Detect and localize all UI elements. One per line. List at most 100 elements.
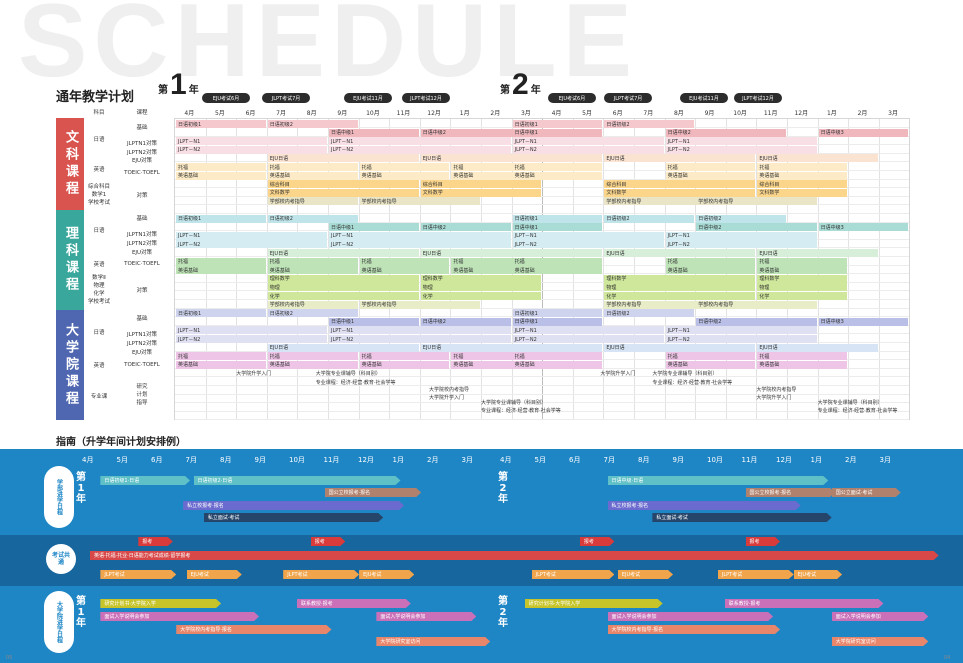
guide-month-label: 9月 xyxy=(672,456,684,464)
course-bar: 日语中级1 xyxy=(512,317,603,326)
guide-month-label: 10月 xyxy=(289,456,305,464)
exam-pill: JLPT考试12月 xyxy=(734,93,782,103)
course-eju: EJU对策 xyxy=(131,250,153,256)
course-bar: JLPT－N1 xyxy=(176,326,327,335)
course-bar: JLPT－N2 xyxy=(665,240,817,249)
course-bar: 英语基础 xyxy=(267,266,358,275)
course-bar: 托福 xyxy=(267,352,358,361)
graduate-note: 专业课程：经济·经营·教育·社会学等 xyxy=(315,379,396,386)
course-bar: JLPT－N1 xyxy=(329,231,511,240)
course-bar: JLPT－N2 xyxy=(512,240,664,249)
course-bar: 学部校内考指导 xyxy=(267,300,358,309)
course-bar: JLPT－N2 xyxy=(512,145,664,154)
guide-month-label: 8月 xyxy=(638,456,650,464)
year-1-pre: 第 xyxy=(158,85,168,96)
course-bar: 日语初级1 xyxy=(176,120,266,128)
grid-row-line xyxy=(175,385,909,386)
guide-month-label: 7月 xyxy=(185,456,197,464)
guide-month-label: 1月 xyxy=(810,456,822,464)
year-1-post: 年 xyxy=(188,85,199,96)
course-bar: 日语中级3 xyxy=(818,223,909,232)
guide-bar: 报考 xyxy=(580,537,615,546)
guide-bar: 联系教授·报考 xyxy=(297,599,411,608)
month-label: 6月 xyxy=(245,109,256,117)
month-label: 12月 xyxy=(427,109,441,117)
month-label: 11月 xyxy=(763,109,778,117)
grid-row-line xyxy=(175,402,909,404)
course-bar: 日语中级1 xyxy=(329,223,419,232)
course-bar: 日语初级2 xyxy=(267,214,358,223)
subject-general: 综合科目 数学1 学校考试 xyxy=(87,184,110,206)
guide-year-2: 第2年 xyxy=(498,596,508,629)
guide-section-label: 学部进学日程 xyxy=(55,479,63,515)
guide-bar: EJU考试 xyxy=(187,570,242,579)
guide-month-label: 11月 xyxy=(741,456,758,464)
course-toeic: TOEIC·TOEFL xyxy=(124,261,160,267)
course-bar: 英语基础 xyxy=(665,266,756,275)
guide-month-label: 6月 xyxy=(569,456,581,464)
grid-column-line xyxy=(450,119,452,419)
course-bar: EJU日语 xyxy=(267,154,419,163)
guide-bar: 私立面试·考试 xyxy=(652,513,831,522)
course-bar: 日语中级2 xyxy=(696,317,817,326)
course-bar: 英语基础 xyxy=(267,360,358,369)
course-bar: 化学 xyxy=(267,292,419,300)
guide-bar: 私立面试·考试 xyxy=(204,513,383,522)
guide-month-label: 3月 xyxy=(461,456,473,464)
course-bar: 化学 xyxy=(420,292,542,300)
course-bar: 英语基础 xyxy=(176,171,266,180)
course-bar: 日语中级1 xyxy=(329,317,419,326)
page-number-left: 05 xyxy=(6,655,13,661)
course-bar: 日语中级1 xyxy=(329,128,419,137)
guide-month-label: 12月 xyxy=(776,456,792,464)
course-bar: 日语中级3 xyxy=(818,128,909,137)
course-strategy: 对策 xyxy=(136,193,148,199)
grid-column-line xyxy=(603,119,605,419)
course-bar: 理科数学 xyxy=(267,274,419,283)
course-bar: 日语初级1 xyxy=(512,214,603,223)
guide-bar: JLPT考试 xyxy=(718,570,794,579)
section-graduate: 大学院课程 xyxy=(56,310,84,420)
guide-month-label: 1月 xyxy=(392,456,404,464)
course-bar: 理科数学 xyxy=(604,274,756,283)
course-bar: 英语基础 xyxy=(757,266,848,275)
course-bar: 托福 xyxy=(512,257,603,266)
course-bar: 托福 xyxy=(451,257,542,266)
course-jlpt-n1: JLPTN1对策 xyxy=(127,332,157,338)
month-label: 5月 xyxy=(582,109,592,117)
subject-english: 英语 xyxy=(93,363,105,369)
header-course: 课程 xyxy=(136,110,148,116)
year-2-number: 2 xyxy=(512,68,529,101)
course-bar: JLPT－N2 xyxy=(176,335,327,343)
section-label: 大学院课程 xyxy=(63,322,78,408)
guide-bar: 研究计划书·大学院入学 xyxy=(100,599,221,608)
month-header: 4月 5月 6月 7月 8月 9月 10月 11月 12月 1月 2月 3月 4月 5月 6月 7月 8月 9月 1… xyxy=(174,106,910,118)
year-2-post: 年 xyxy=(530,85,541,96)
subject-science: 数学Ⅱ 物理 化学 学校考试 xyxy=(87,275,110,305)
grid-column-line xyxy=(664,119,666,419)
course-bar: 托福 xyxy=(757,163,848,171)
course-bar: EJU日语 xyxy=(757,343,878,352)
guide-year-2: 第2年 xyxy=(498,472,508,505)
month-label: 3月 xyxy=(888,109,898,117)
course-bar: 学部校内考指导 xyxy=(604,300,725,309)
section-label: 文科课程 xyxy=(63,130,78,198)
month-label: 11月 xyxy=(396,109,411,117)
guide-bar: JLPT考试 xyxy=(532,570,615,579)
course-eju: EJU对策 xyxy=(131,158,153,164)
course-bar: 英语基础 xyxy=(512,360,603,369)
course-bar: EJU日语 xyxy=(420,343,603,352)
month-label: 9月 xyxy=(337,109,348,117)
year-2-label: 第 2 年 xyxy=(500,70,541,100)
guide-year-1: 第1年 xyxy=(76,596,86,629)
course-bar: 日语中级2 xyxy=(420,128,542,137)
course-bar: 托福 xyxy=(359,257,450,266)
grid-column-line xyxy=(878,119,880,419)
month-label: 1月 xyxy=(826,109,837,117)
guide-bar: 报考 xyxy=(311,537,346,546)
guide-bar: EJU考试 xyxy=(794,570,842,579)
guide-bar: 报考 xyxy=(138,537,173,546)
course-bar: 物理 xyxy=(604,283,756,292)
course-bar: EJU日语 xyxy=(267,249,419,257)
course-bar: 文科数学 xyxy=(757,188,848,197)
